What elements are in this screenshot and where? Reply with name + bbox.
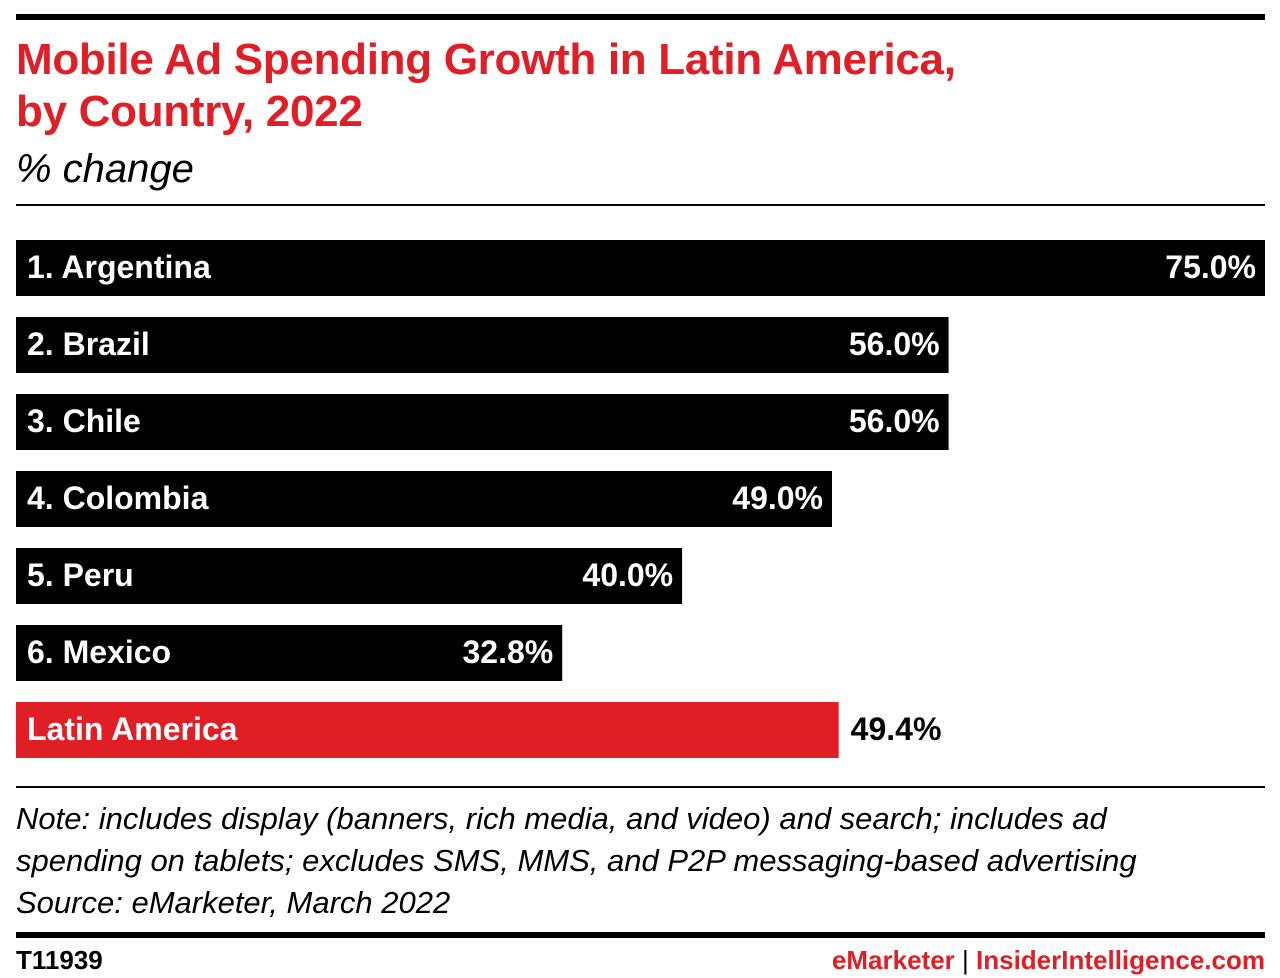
- value-label-mexico: 32.8%: [462, 634, 553, 670]
- brand-separator: |: [962, 945, 969, 975]
- category-label-chile: 3. Chile: [27, 403, 141, 439]
- note-line-1: Note: includes display (banners, rich me…: [16, 801, 1107, 836]
- value-label-chile: 56.0%: [849, 403, 940, 439]
- footer-rule: [16, 932, 1265, 938]
- brand-emarketer: eMarketer: [831, 945, 955, 975]
- category-label-colombia: 4. Colombia: [27, 480, 209, 516]
- title-divider: [16, 204, 1265, 206]
- brand-insider-intelligence-link[interactable]: InsiderIntelligence.com: [976, 945, 1265, 975]
- category-label-brazil: 2. Brazil: [27, 326, 150, 362]
- value-label-brazil: 56.0%: [849, 326, 940, 362]
- bar-argentina: [16, 240, 1265, 296]
- top-rule: [16, 14, 1265, 20]
- value-label-argentina: 75.0%: [1165, 249, 1256, 285]
- chart-subtitle: % change: [16, 147, 194, 191]
- bar-peru: [16, 548, 683, 604]
- source-line: Source: eMarketer, March 2022: [16, 885, 451, 920]
- footer-brand: eMarketer | InsiderIntelligence.com: [832, 945, 1265, 976]
- bar-brazil: [16, 317, 949, 373]
- chart-id: T11939: [16, 945, 103, 975]
- chart-title-line-1: Mobile Ad Spending Growth in Latin Ameri…: [16, 35, 956, 84]
- value-label-colombia: 49.0%: [732, 480, 823, 516]
- note-line-2: spending on tablets; excludes SMS, MMS, …: [16, 843, 1137, 878]
- chart-title-line-2: by Country, 2022: [16, 87, 363, 136]
- category-label-peru: 5. Peru: [27, 557, 134, 593]
- bar-latin-america: [16, 702, 839, 758]
- category-label-argentina: 1. Argentina: [27, 249, 211, 285]
- chart-title: Mobile Ad Spending Growth in Latin Ameri…: [16, 34, 956, 138]
- bar-mexico: [16, 625, 563, 681]
- value-label-latin-america: 49.4%: [851, 711, 942, 747]
- value-label-peru: 40.0%: [582, 557, 673, 593]
- bar-colombia: [16, 471, 832, 527]
- bar-chile: [16, 394, 949, 450]
- category-label-mexico: 6. Mexico: [27, 634, 171, 670]
- category-label-latin-america: Latin America: [27, 711, 238, 747]
- chart-notes: Note: includes display (banners, rich me…: [16, 798, 1137, 924]
- note-divider: [16, 786, 1265, 788]
- bar-chart: 1. Argentina 75.0% 2. Brazil 56.0% 3. Chile 5…: [16, 240, 1265, 758]
